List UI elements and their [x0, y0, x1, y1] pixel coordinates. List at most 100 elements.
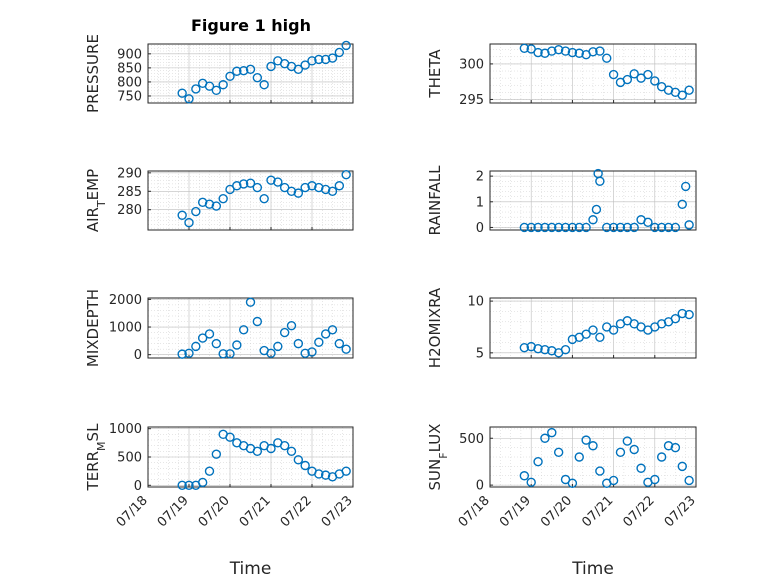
y-tick-label: 750 [117, 89, 142, 104]
data-point [252, 316, 263, 327]
axes-box [489, 170, 697, 231]
y-axis-label: AIRTEMP [84, 169, 108, 232]
y-axis-label: MIXDEPTH [84, 289, 102, 367]
data-point [320, 184, 331, 195]
data-point [177, 88, 187, 98]
data-point [300, 348, 310, 358]
data-point [191, 206, 201, 217]
data-point [595, 466, 605, 476]
data-point [293, 338, 304, 349]
data-point [232, 66, 242, 76]
data-point [252, 73, 263, 83]
data-point [245, 64, 256, 74]
y-tick-label: 850 [117, 61, 142, 76]
y-tick-label: 280 [117, 203, 142, 218]
data-point [567, 47, 578, 58]
data-point [670, 442, 681, 453]
data-point [526, 222, 536, 233]
axes-outline [147, 426, 354, 488]
data-point [588, 215, 598, 225]
data-point [615, 222, 626, 233]
data-point [204, 466, 215, 476]
data-point [588, 47, 598, 57]
data-point [177, 349, 187, 359]
data-point [184, 217, 194, 228]
data-point [177, 210, 187, 220]
data-point [519, 342, 530, 353]
data-point [608, 325, 619, 335]
subplot-h2omixra: 5 10 H2OMIXRA [426, 287, 697, 368]
data-point [684, 85, 694, 95]
data-point [684, 475, 694, 486]
data-point [266, 443, 276, 454]
data-point [293, 188, 304, 198]
data-point [184, 480, 194, 491]
data-point [670, 222, 681, 233]
data-point [293, 64, 304, 74]
data-point [320, 329, 331, 339]
subplot-mixdepth: 0 1000 2000 MIXDEPTH [84, 289, 354, 367]
axes-outline [489, 170, 697, 231]
data-point [602, 222, 612, 233]
data-point [608, 222, 619, 233]
data-point [184, 348, 194, 358]
data-point [629, 444, 639, 455]
data-point [273, 177, 283, 187]
data-point [663, 441, 674, 451]
y-tick-label: 5 [476, 346, 484, 361]
data-point [595, 332, 605, 343]
data-point [650, 222, 660, 233]
data-point [553, 222, 564, 233]
data-point [574, 452, 584, 462]
data-point [314, 337, 324, 347]
y-tick-label: 0 [476, 479, 484, 494]
data-point [197, 333, 208, 343]
y-tick-label: 1000 [109, 422, 142, 437]
axes-box [489, 43, 697, 104]
y-tick-label: 2000 [109, 293, 142, 308]
data-point [238, 325, 249, 335]
axes-outline [489, 426, 697, 488]
data-point [334, 47, 345, 58]
data-point [643, 217, 653, 228]
data-point [581, 329, 591, 339]
data-point [684, 220, 694, 230]
data-point [197, 197, 208, 208]
data-point [293, 455, 304, 465]
y-axis-label: H2OMIXRA [426, 287, 444, 368]
data-point [300, 182, 310, 193]
data-point [204, 199, 215, 209]
y-tick-label: 2 [476, 170, 484, 185]
axes-outline [147, 170, 354, 231]
data-point [341, 40, 351, 51]
y-axis-label: TERRMSL [84, 423, 108, 492]
data-point [681, 181, 691, 192]
data-point [622, 222, 633, 233]
data-point [286, 320, 297, 331]
data-point [320, 470, 331, 480]
data-point [341, 466, 351, 476]
data-point [307, 56, 317, 66]
data-point [273, 341, 283, 352]
data-point [588, 441, 598, 451]
y-tick-label: 0 [134, 348, 142, 363]
data-point [238, 179, 249, 189]
data-point [252, 182, 263, 193]
data-point [650, 76, 660, 86]
data-point [286, 186, 297, 196]
data-point [677, 461, 687, 472]
data-point [300, 60, 310, 70]
data-point [334, 181, 345, 191]
data-point [526, 477, 536, 488]
y-tick-label: 10 [467, 295, 484, 310]
data-point [629, 222, 639, 233]
subplot-rainfall: 0 1 2 RAINFALL [426, 165, 697, 236]
data-point [663, 222, 674, 233]
data-point [191, 84, 201, 94]
data-point [519, 471, 530, 481]
y-tick-label: 900 [117, 47, 142, 62]
data-point [232, 181, 242, 191]
